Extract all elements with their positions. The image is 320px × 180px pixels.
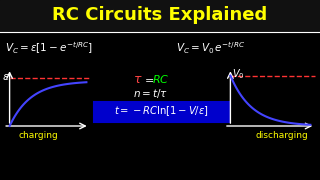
Text: $\tau$: $\tau$ [133,73,142,86]
FancyBboxPatch shape [94,102,229,122]
Text: $\varepsilon$: $\varepsilon$ [2,72,9,82]
Text: discharging: discharging [255,130,308,140]
Text: $RC$: $RC$ [152,73,170,85]
Text: $V_C = V_0\, e^{-t/RC}$: $V_C = V_0\, e^{-t/RC}$ [176,41,245,56]
Text: RC Circuits Explained: RC Circuits Explained [52,6,268,24]
Text: $= $: $= $ [142,74,155,84]
Text: charging: charging [19,130,58,140]
Text: $t = -RC\ln[1-V/\varepsilon]$: $t = -RC\ln[1-V/\varepsilon]$ [114,104,209,118]
Text: $V_0$: $V_0$ [232,67,244,81]
Bar [0,0,320,32]
Text: $n = t/\tau$: $n = t/\tau$ [133,87,168,100]
Text: $V_C = \varepsilon[1-e^{-t/RC}]$: $V_C = \varepsilon[1-e^{-t/RC}]$ [5,41,93,56]
